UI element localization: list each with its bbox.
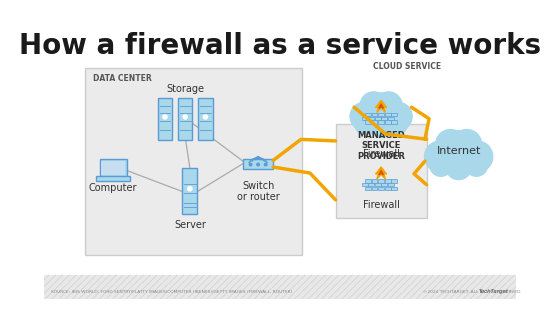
FancyBboxPatch shape <box>198 98 213 140</box>
FancyBboxPatch shape <box>385 179 391 182</box>
FancyBboxPatch shape <box>375 183 381 186</box>
FancyBboxPatch shape <box>365 113 371 116</box>
Circle shape <box>387 114 408 134</box>
FancyBboxPatch shape <box>378 187 384 190</box>
FancyBboxPatch shape <box>368 117 374 120</box>
Text: ©2024 TECHTARGET. ALL RIGHTS RESERVED.: ©2024 TECHTARGET. ALL RIGHTS RESERVED. <box>423 290 522 294</box>
FancyBboxPatch shape <box>385 187 391 190</box>
Circle shape <box>446 154 472 179</box>
Text: Internet: Internet <box>436 146 481 156</box>
Circle shape <box>465 154 488 176</box>
Circle shape <box>203 115 208 119</box>
FancyBboxPatch shape <box>101 161 125 176</box>
FancyBboxPatch shape <box>365 187 371 190</box>
FancyBboxPatch shape <box>365 179 371 182</box>
Text: How a firewall as a service works: How a firewall as a service works <box>19 32 541 60</box>
Text: Storage: Storage <box>167 84 204 94</box>
Text: Switch
or router: Switch or router <box>237 180 279 202</box>
Circle shape <box>188 187 192 191</box>
FancyBboxPatch shape <box>391 113 397 116</box>
FancyBboxPatch shape <box>182 168 198 214</box>
FancyBboxPatch shape <box>385 113 391 116</box>
FancyBboxPatch shape <box>378 121 384 123</box>
Circle shape <box>430 154 452 176</box>
FancyBboxPatch shape <box>391 179 397 182</box>
Circle shape <box>384 102 412 131</box>
FancyBboxPatch shape <box>372 113 377 116</box>
FancyBboxPatch shape <box>178 98 193 140</box>
FancyBboxPatch shape <box>100 159 127 177</box>
Text: Firewall: Firewall <box>363 200 399 210</box>
Circle shape <box>369 114 393 137</box>
Circle shape <box>436 130 465 159</box>
Circle shape <box>461 141 493 172</box>
Text: TechTarget: TechTarget <box>479 289 509 294</box>
FancyBboxPatch shape <box>365 121 371 123</box>
FancyBboxPatch shape <box>381 183 388 186</box>
Circle shape <box>264 163 267 166</box>
FancyBboxPatch shape <box>44 275 516 298</box>
Text: MANAGED
SERVICE
PROVIDER: MANAGED SERVICE PROVIDER <box>357 131 405 161</box>
FancyBboxPatch shape <box>96 176 130 180</box>
FancyBboxPatch shape <box>362 183 367 186</box>
FancyBboxPatch shape <box>378 179 384 182</box>
FancyBboxPatch shape <box>372 179 377 182</box>
Text: Computer: Computer <box>89 183 137 193</box>
Circle shape <box>438 131 479 171</box>
FancyBboxPatch shape <box>391 121 397 123</box>
Circle shape <box>375 92 402 119</box>
FancyBboxPatch shape <box>391 187 397 190</box>
FancyBboxPatch shape <box>385 121 391 123</box>
Text: Firewall: Firewall <box>363 148 399 158</box>
Text: Server: Server <box>174 220 206 230</box>
FancyBboxPatch shape <box>388 117 394 120</box>
FancyBboxPatch shape <box>85 68 302 255</box>
FancyBboxPatch shape <box>378 113 384 116</box>
FancyBboxPatch shape <box>243 159 273 169</box>
Circle shape <box>355 114 375 134</box>
Circle shape <box>257 163 259 166</box>
FancyBboxPatch shape <box>368 183 374 186</box>
Circle shape <box>350 102 379 131</box>
Text: SOURCE: IBIS WORLD; FORD SENTRY/FLATTY IMAGES/COMPUTER (IBENES)/GETTY IMAGES (FI: SOURCE: IBIS WORLD; FORD SENTRY/FLATTY I… <box>51 290 292 294</box>
Circle shape <box>257 156 259 159</box>
Polygon shape <box>379 104 383 108</box>
Circle shape <box>249 163 252 166</box>
FancyBboxPatch shape <box>158 98 172 140</box>
Circle shape <box>362 93 400 130</box>
Polygon shape <box>376 167 386 179</box>
Circle shape <box>163 115 167 119</box>
Circle shape <box>424 141 456 172</box>
FancyBboxPatch shape <box>388 183 394 186</box>
FancyBboxPatch shape <box>335 124 427 218</box>
Polygon shape <box>376 100 386 112</box>
FancyBboxPatch shape <box>381 117 388 120</box>
FancyBboxPatch shape <box>372 187 377 190</box>
Circle shape <box>360 92 387 119</box>
Text: DATA CENTER: DATA CENTER <box>93 75 152 83</box>
FancyBboxPatch shape <box>375 117 381 120</box>
FancyBboxPatch shape <box>372 121 377 123</box>
FancyBboxPatch shape <box>362 117 367 120</box>
Text: CLOUD SERVICE: CLOUD SERVICE <box>373 62 441 71</box>
Circle shape <box>183 115 187 119</box>
Circle shape <box>452 130 482 159</box>
Polygon shape <box>379 170 383 175</box>
